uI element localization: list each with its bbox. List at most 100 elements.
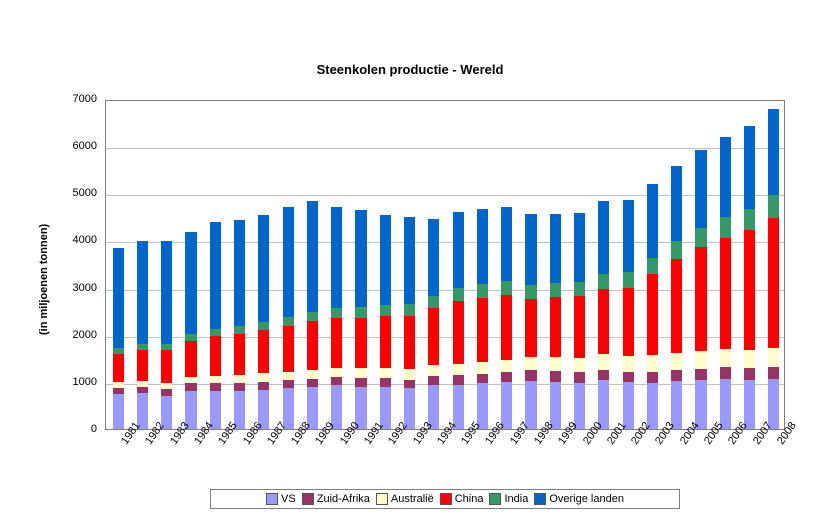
segment-ov <box>501 207 512 281</box>
segment-ov <box>355 210 366 307</box>
segment-in <box>695 228 706 247</box>
segment-vs <box>574 383 585 429</box>
segment-za <box>550 371 561 382</box>
segment-ov <box>307 201 318 312</box>
segment-vs <box>550 382 561 429</box>
segment-vs <box>380 387 391 429</box>
segment-cn <box>137 350 148 381</box>
legend-swatch <box>534 493 546 505</box>
legend-item-za: Zuid-Afrika <box>302 493 370 505</box>
segment-cn <box>501 295 512 360</box>
bar-1997 <box>501 207 512 429</box>
segment-cn <box>113 354 124 382</box>
segment-au <box>380 368 391 379</box>
bar-2006 <box>720 137 731 429</box>
bar-1999 <box>550 214 561 429</box>
segment-ov <box>185 232 196 334</box>
segment-au <box>331 368 342 378</box>
segment-cn <box>477 298 488 363</box>
segment-ov <box>113 248 124 347</box>
segment-vs <box>477 383 488 429</box>
bar-1992 <box>380 215 391 429</box>
segment-vs <box>671 381 682 429</box>
segment-za <box>428 376 439 385</box>
segment-in <box>671 241 682 259</box>
segment-za <box>234 383 245 391</box>
segment-au <box>258 373 269 381</box>
segment-cn <box>380 316 391 367</box>
segment-za <box>768 367 779 379</box>
bar-2000 <box>574 213 585 429</box>
bar-1988 <box>283 207 294 429</box>
bar-2005 <box>695 150 706 429</box>
segment-in <box>720 217 731 237</box>
segment-ov <box>161 241 172 344</box>
segment-cn <box>404 316 415 369</box>
bar-1987 <box>258 215 269 429</box>
legend-item-cn: China <box>440 493 484 505</box>
segment-za <box>501 372 512 382</box>
legend-item-vs: VS <box>266 493 296 505</box>
segment-za <box>380 378 391 386</box>
segment-in <box>355 307 366 318</box>
y-tick-label: 6000 <box>0 140 97 152</box>
segment-cn <box>210 336 221 376</box>
legend-item-ov: Overige landen <box>534 493 624 505</box>
segment-vs <box>525 381 536 429</box>
segment-za <box>744 368 755 380</box>
segment-in <box>234 326 245 334</box>
segment-za <box>307 379 318 387</box>
segment-in <box>453 288 464 301</box>
segment-in <box>525 285 536 299</box>
bar-2002 <box>623 200 634 429</box>
segment-ov <box>331 207 342 309</box>
segment-cn <box>453 301 464 364</box>
segment-vs <box>695 380 706 429</box>
segment-in <box>477 284 488 298</box>
y-tick-label: 5000 <box>0 187 97 199</box>
segment-za <box>210 383 221 391</box>
segment-za <box>623 372 634 382</box>
segment-ov <box>428 219 439 296</box>
bar-1982 <box>137 241 148 429</box>
segment-au <box>768 348 779 367</box>
segment-ov <box>574 213 585 282</box>
segment-za <box>695 369 706 381</box>
y-tick-label: 3000 <box>0 282 97 294</box>
segment-au <box>695 351 706 369</box>
segment-au <box>671 353 682 370</box>
segment-au <box>453 364 464 375</box>
segment-ov <box>137 241 148 344</box>
segment-au <box>404 369 415 380</box>
segment-cn <box>185 341 196 377</box>
segment-au <box>428 365 439 376</box>
segment-vs <box>598 380 609 429</box>
segment-za <box>525 370 536 381</box>
bar-1995 <box>453 212 464 429</box>
segment-in <box>331 308 342 318</box>
segment-ov <box>210 222 221 329</box>
legend-swatch <box>266 493 278 505</box>
segment-in <box>185 334 196 341</box>
segment-vs <box>720 379 731 429</box>
segment-vs <box>453 385 464 429</box>
segment-in <box>428 296 439 308</box>
y-tick-label: 1000 <box>0 376 97 388</box>
segment-au <box>598 354 609 370</box>
segment-au <box>574 358 585 373</box>
segment-in <box>647 258 658 274</box>
bar-2003 <box>647 184 658 429</box>
y-tick-label: 4000 <box>0 234 97 246</box>
segment-cn <box>355 318 366 368</box>
bar-1983 <box>161 241 172 429</box>
segment-ov <box>695 150 706 228</box>
y-tick-label: 0 <box>0 423 97 435</box>
segment-ov <box>453 212 464 288</box>
segment-za <box>574 372 585 383</box>
bar-1984 <box>185 232 196 429</box>
segment-au <box>283 372 294 380</box>
segment-cn <box>331 318 342 368</box>
segment-ov <box>477 209 488 284</box>
segment-cn <box>307 321 318 370</box>
segment-cn <box>428 308 439 365</box>
